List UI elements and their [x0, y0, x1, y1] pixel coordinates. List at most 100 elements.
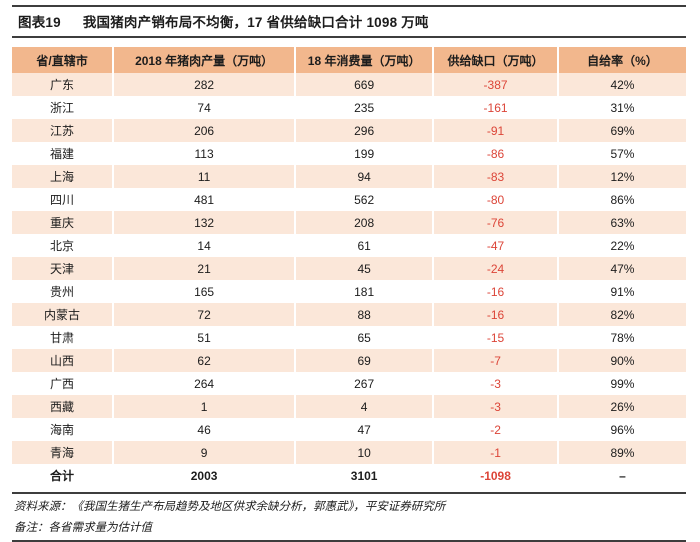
cell-consumption: 235 — [294, 96, 434, 119]
cell-gap: -7 — [432, 349, 558, 372]
cell-production: 21 — [112, 257, 296, 280]
cell-province: 广西 — [12, 372, 114, 395]
table-row: 山西 62 69 -7 90% — [12, 349, 686, 372]
cell-self-sufficiency: 22% — [556, 234, 686, 257]
cell-production: 11 — [112, 165, 296, 188]
cell-gap: -387 — [432, 73, 558, 96]
table-row: 福建 113 199 -86 57% — [12, 142, 686, 165]
cell-self-sufficiency: 99% — [556, 372, 686, 395]
table-row: 浙江 74 235 -161 31% — [12, 96, 686, 119]
cell-consumption: 65 — [294, 326, 434, 349]
cell-province: 青海 — [12, 441, 114, 464]
cell-gap: -15 — [432, 326, 558, 349]
cell-gap: -1098 — [432, 464, 558, 487]
cell-self-sufficiency: 82% — [556, 303, 686, 326]
cell-consumption: 199 — [294, 142, 434, 165]
cell-production: 481 — [112, 188, 296, 211]
table-row: 天津 21 45 -24 47% — [12, 257, 686, 280]
cell-consumption: 4 — [294, 395, 434, 418]
table-row: 内蒙古 72 88 -16 82% — [12, 303, 686, 326]
source-note: 资料来源：《我国生猪生产布局趋势及地区供求余缺分析，郭惠武》，平安证券研究所 — [14, 501, 446, 513]
table-total-row: 合计 2003 3101 -1098– — [12, 464, 686, 487]
cell-consumption: 94 — [294, 165, 434, 188]
cell-province: 甘肃 — [12, 326, 114, 349]
cell-self-sufficiency: 57% — [556, 142, 686, 165]
cell-province: 山西 — [12, 349, 114, 372]
cell-gap: -2 — [432, 418, 558, 441]
cell-consumption: 88 — [294, 303, 434, 326]
column-header-consumption: 18 年消费量（万吨） — [294, 47, 434, 73]
cell-consumption: 45 — [294, 257, 434, 280]
table-row: 甘肃 51 65 -15 78% — [12, 326, 686, 349]
cell-province: 江苏 — [12, 119, 114, 142]
cell-province: 西藏 — [12, 395, 114, 418]
cell-consumption: 3101 — [294, 464, 434, 487]
cell-production: 206 — [112, 119, 296, 142]
cell-self-sufficiency: 91% — [556, 280, 686, 303]
column-header-production: 2018 年猪肉产量（万吨） — [112, 47, 296, 73]
cell-province: 四川 — [12, 188, 114, 211]
cell-production: 46 — [112, 418, 296, 441]
cell-gap: -3 — [432, 372, 558, 395]
table-row: 海南 46 47 -2 96% — [12, 418, 686, 441]
table-header-row: 省/直辖市 2018 年猪肉产量（万吨） 18 年消费量（万吨） 供给缺口（万吨… — [12, 47, 686, 73]
table-row: 江苏 206 296 -91 69% — [12, 119, 686, 142]
cell-self-sufficiency: 26% — [556, 395, 686, 418]
cell-production: 165 — [112, 280, 296, 303]
table-row: 上海 11 94 -83 12% — [12, 165, 686, 188]
remark-note: 备注：各省需求量为估计值 — [14, 522, 152, 534]
cell-self-sufficiency: – — [556, 464, 686, 487]
cell-province: 广东 — [12, 73, 114, 96]
cell-gap: -80 — [432, 188, 558, 211]
column-header-province: 省/直辖市 — [12, 47, 114, 73]
cell-self-sufficiency: 31% — [556, 96, 686, 119]
cell-gap: -16 — [432, 280, 558, 303]
cell-gap: -161 — [432, 96, 558, 119]
table-row: 青海 9 10 -1 89% — [12, 441, 686, 464]
cell-self-sufficiency: 42% — [556, 73, 686, 96]
cell-gap: -1 — [432, 441, 558, 464]
cell-consumption: 181 — [294, 280, 434, 303]
cell-self-sufficiency: 69% — [556, 119, 686, 142]
cell-consumption: 10 — [294, 441, 434, 464]
cell-production: 9 — [112, 441, 296, 464]
cell-province: 海南 — [12, 418, 114, 441]
table-body: 广东 282 669 -387 42% 浙江 74 235 -161 31% 江苏 206 296 -91… — [12, 73, 686, 487]
cell-province: 福建 — [12, 142, 114, 165]
cell-production: 1 — [112, 395, 296, 418]
cell-consumption: 208 — [294, 211, 434, 234]
cell-consumption: 562 — [294, 188, 434, 211]
cell-self-sufficiency: 90% — [556, 349, 686, 372]
cell-gap: -24 — [432, 257, 558, 280]
cell-gap: -91 — [432, 119, 558, 142]
column-header-self-sufficiency: 自给率（%） — [556, 47, 686, 73]
figure-title-text: 我国猪肉产销布局不均衡，17 省供给缺口合计 1098 万吨 — [82, 15, 429, 30]
cell-consumption: 69 — [294, 349, 434, 372]
cell-self-sufficiency: 12% — [556, 165, 686, 188]
cell-self-sufficiency: 78% — [556, 326, 686, 349]
cell-self-sufficiency: 47% — [556, 257, 686, 280]
table-row: 广西 264 267 -3 99% — [12, 372, 686, 395]
cell-gap: -86 — [432, 142, 558, 165]
cell-gap: -47 — [432, 234, 558, 257]
cell-gap: -3 — [432, 395, 558, 418]
table-row: 广东 282 669 -387 42% — [12, 73, 686, 96]
figure-number: 图表19 — [18, 15, 61, 30]
cell-production: 282 — [112, 73, 296, 96]
cell-province: 浙江 — [12, 96, 114, 119]
cell-province: 内蒙古 — [12, 303, 114, 326]
cell-self-sufficiency: 63% — [556, 211, 686, 234]
cell-province: 贵州 — [12, 280, 114, 303]
figure-footnotes: 资料来源：《我国生猪生产布局趋势及地区供求余缺分析，郭惠武》，平安证券研究所 备… — [12, 492, 686, 542]
cell-self-sufficiency: 96% — [556, 418, 686, 441]
cell-province: 重庆 — [12, 211, 114, 234]
figure-title: 图表19 我国猪肉产销布局不均衡，17 省供给缺口合计 1098 万吨 — [12, 5, 686, 38]
cell-province: 北京 — [12, 234, 114, 257]
cell-production: 264 — [112, 372, 296, 395]
cell-province: 上海 — [12, 165, 114, 188]
cell-production: 2003 — [112, 464, 296, 487]
cell-province: 天津 — [12, 257, 114, 280]
table-row: 四川 481 562 -80 86% — [12, 188, 686, 211]
cell-consumption: 669 — [294, 73, 434, 96]
